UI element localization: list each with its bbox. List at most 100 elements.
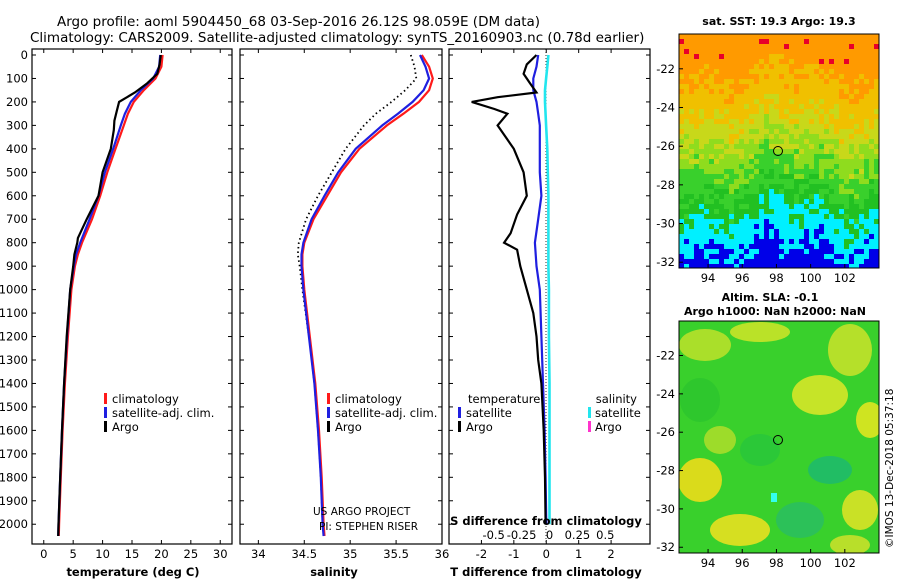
sst-cell — [684, 79, 689, 84]
sst-cell — [854, 169, 859, 174]
sst-cell — [799, 94, 804, 99]
sst-cell — [729, 189, 734, 194]
sst-cell — [714, 189, 719, 194]
sst-cell — [739, 209, 744, 214]
sst-cell — [784, 149, 789, 154]
sst-cell — [844, 114, 849, 119]
sst-cell — [734, 254, 739, 259]
sst-cell — [874, 249, 879, 254]
sst-cell — [824, 194, 829, 199]
sst-cell — [814, 34, 819, 39]
sst-cell — [764, 159, 769, 164]
sst-cell — [679, 64, 684, 69]
sst-cell — [719, 54, 724, 59]
sst-cell — [819, 249, 824, 254]
sst-cell — [849, 164, 854, 169]
sst-cell — [704, 194, 709, 199]
temperature-satellite-line — [57, 54, 162, 537]
sst-cell — [789, 54, 794, 59]
sst-cell — [869, 64, 874, 69]
map-lat-tick-label: -30 — [656, 217, 675, 231]
sst-cell — [814, 189, 819, 194]
sla-blob — [856, 402, 879, 438]
sst-cell — [774, 34, 779, 39]
sst-cell — [809, 219, 814, 224]
sst-cell — [824, 39, 829, 44]
sst-cell — [769, 44, 774, 49]
sst-cell — [759, 249, 764, 254]
sst-cell — [839, 59, 844, 64]
sst-cell — [684, 69, 689, 74]
sst-cell — [729, 129, 734, 134]
x-tick-label: 0 — [40, 547, 47, 561]
sst-cell — [804, 64, 809, 69]
sst-cell — [754, 149, 759, 154]
sst-cell — [734, 259, 739, 264]
sst-cell — [869, 259, 874, 264]
sst-cell — [754, 214, 759, 219]
sst-cell — [854, 159, 859, 164]
sst-cell — [699, 179, 704, 184]
sst-cell — [824, 249, 829, 254]
sst-cell — [739, 184, 744, 189]
sst-cell — [774, 184, 779, 189]
sst-cell — [834, 104, 839, 109]
sst-cell — [809, 244, 814, 249]
sst-cell — [819, 199, 824, 204]
sst-cell — [759, 144, 764, 149]
sst-cell — [729, 54, 734, 59]
sst-cell — [844, 154, 849, 159]
sst-cell — [684, 144, 689, 149]
sla-blob — [828, 324, 872, 376]
sst-cell — [789, 34, 794, 39]
sst-cell — [679, 174, 684, 179]
sst-cell — [684, 84, 689, 89]
sst-cell — [844, 254, 849, 259]
sst-cell — [839, 154, 844, 159]
sst-cell — [819, 254, 824, 259]
sst-cell — [784, 99, 789, 104]
sst-cell — [794, 34, 799, 39]
sst-cell — [869, 174, 874, 179]
sst-cell — [754, 189, 759, 194]
sst-cell — [679, 264, 684, 268]
sst-cell — [714, 104, 719, 109]
sst-cell — [849, 74, 854, 79]
sst-cell — [769, 174, 774, 179]
sst-cell — [859, 124, 864, 129]
sst-cell — [769, 79, 774, 84]
sst-cell — [829, 214, 834, 219]
legend-swatch-s-satellite — [588, 407, 591, 418]
sst-cell — [764, 229, 769, 234]
sst-cell — [734, 249, 739, 254]
sst-cell — [699, 114, 704, 119]
sst-cell — [714, 94, 719, 99]
sst-cell — [829, 244, 834, 249]
sst-cell — [874, 39, 879, 44]
sst-cell — [839, 44, 844, 49]
sst-cell — [864, 189, 869, 194]
sst-cell — [794, 94, 799, 99]
sst-cell — [714, 44, 719, 49]
sst-cell — [774, 149, 779, 154]
sst-cell — [844, 259, 849, 264]
sst-cell — [819, 69, 824, 74]
temperature-argo-difference-line — [471, 54, 547, 525]
sst-cell — [774, 209, 779, 214]
sst-cell — [774, 249, 779, 254]
sst-cell — [679, 199, 684, 204]
sst-cell — [824, 69, 829, 74]
sst-cell — [729, 59, 734, 64]
sst-cell — [869, 229, 874, 234]
sst-cell — [829, 119, 834, 124]
sst-cell — [809, 54, 814, 59]
sst-cell — [849, 129, 854, 134]
sst-cell — [679, 249, 684, 254]
sst-cell — [704, 219, 709, 224]
sst-cell — [694, 264, 699, 268]
sst-cell — [844, 159, 849, 164]
sst-cell — [734, 119, 739, 124]
sst-cell — [719, 219, 724, 224]
sst-cell — [804, 159, 809, 164]
sst-cell — [789, 204, 794, 209]
